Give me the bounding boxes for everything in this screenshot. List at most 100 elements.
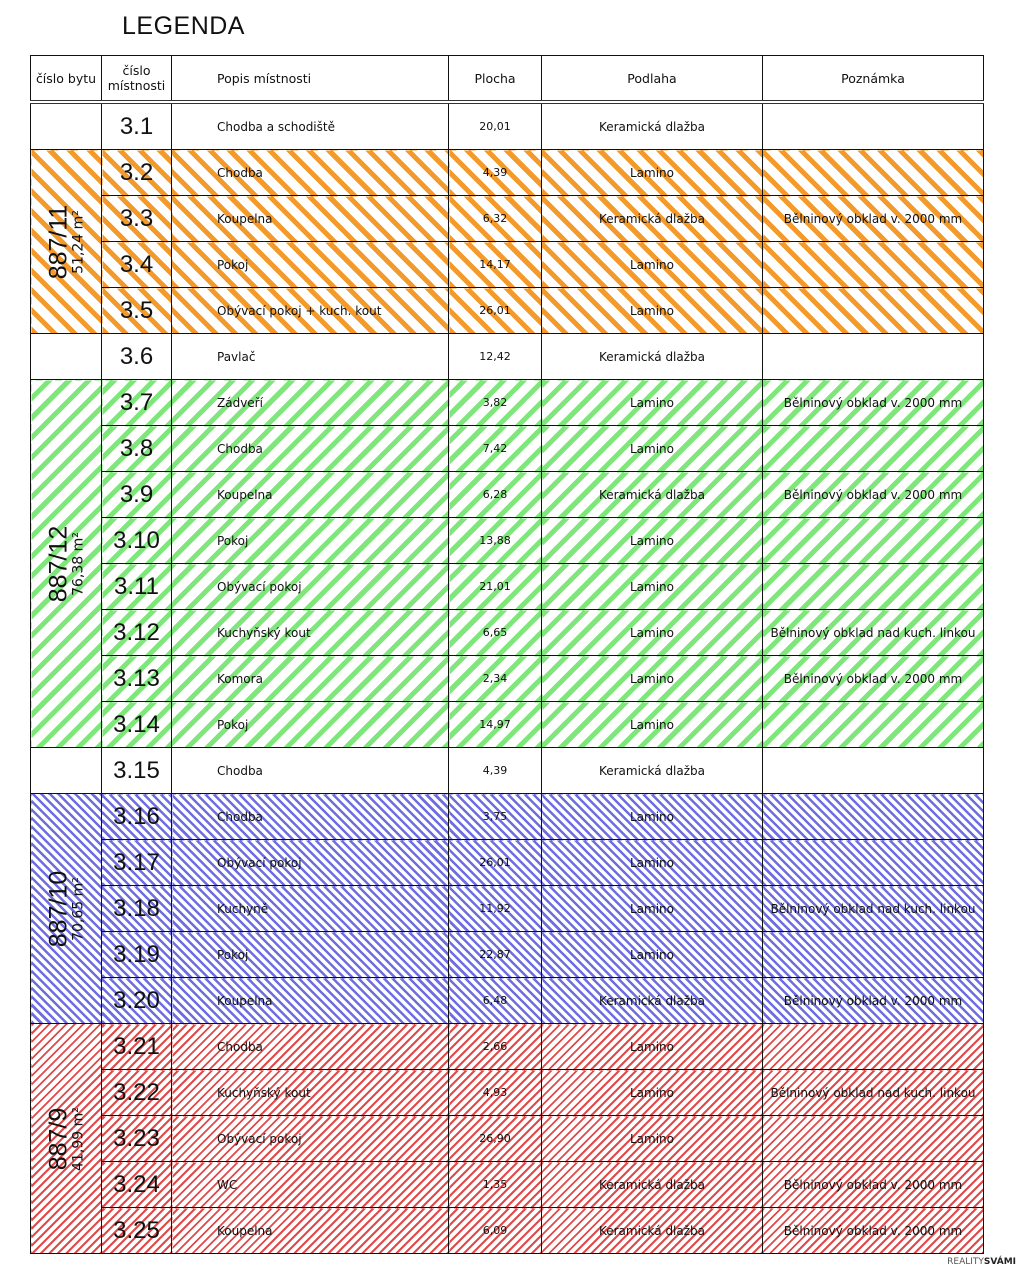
room-area: 22,87 <box>448 931 542 978</box>
room-area: 26,90 <box>448 1115 542 1162</box>
flat-cell-empty <box>30 747 102 794</box>
flat-cell-empty <box>30 101 102 150</box>
room-floor: Lamino <box>541 609 763 656</box>
room-note <box>762 333 984 380</box>
room-note <box>762 1023 984 1070</box>
header-flat-number: číslo bytu <box>30 55 102 104</box>
flat-id: 887/11 <box>44 204 73 279</box>
room-number: 3.17 <box>101 839 172 886</box>
room-floor: Keramická dlažba <box>541 1161 763 1208</box>
logo-text-bold: SVÁMI <box>983 1257 1016 1267</box>
room-area: 4,39 <box>448 747 542 794</box>
flat-area: 70,65 m² <box>70 876 87 941</box>
room-area: 4,93 <box>448 1069 542 1116</box>
room-number: 3.9 <box>101 471 172 518</box>
room-area: 6,28 <box>448 471 542 518</box>
header-note: Poznámka <box>762 55 984 104</box>
room-description: Obývací pokoj <box>171 563 449 610</box>
room-number: 3.6 <box>101 333 172 380</box>
room-description: Chodba <box>171 793 449 840</box>
table-row: 3.11 Obývací pokoj 21,01 Lamino <box>31 563 984 610</box>
room-number: 3.23 <box>101 1115 172 1162</box>
room-description: Komora <box>171 655 449 702</box>
room-description: Chodba <box>171 747 449 794</box>
room-floor: Lamino <box>541 839 763 886</box>
table-row: 3.10 Pokoj 13,88 Lamino <box>31 517 984 564</box>
room-number: 3.11 <box>101 563 172 610</box>
room-floor: Lamino <box>541 149 763 196</box>
room-description: Chodba <box>171 149 449 196</box>
room-note <box>762 793 984 840</box>
table-row: 887/10 70,65 m² 3.16 Chodba 3,75 Lamino <box>30 793 984 1024</box>
room-description: WC <box>171 1161 449 1208</box>
room-area: 20,01 <box>448 101 542 150</box>
room-description: Koupelna <box>171 977 449 1024</box>
table-row: 887/9 41,99 m² 3.21 Chodba 2,66 Lamino <box>30 1023 984 1254</box>
room-description: Pokoj <box>171 517 449 564</box>
room-number: 3.7 <box>101 379 172 426</box>
logo-text: REALITY <box>947 1257 984 1267</box>
room-description: Obývací pokoj <box>171 839 449 886</box>
room-floor: Lamino <box>541 517 763 564</box>
room-number: 3.12 <box>101 609 172 656</box>
room-description: Koupelna <box>171 1207 449 1254</box>
room-note <box>762 839 984 886</box>
room-area: 2,34 <box>448 655 542 702</box>
table-row: 3.18 Kuchyně 11,92 Lamino Bělninový obklad n… <box>31 885 984 932</box>
room-area: 21,01 <box>448 563 542 610</box>
table-row: 3.1 Chodba a schodiště 20,01 Keramická dlaž… <box>30 101 984 150</box>
room-note: Bělninový obklad v. 2000 mm <box>762 655 984 702</box>
flat-area: 41,99 m² <box>70 1106 87 1171</box>
flat-label: 887/9 41,99 m² <box>45 1106 87 1171</box>
room-note: Bělninový obklad v. 2000 mm <box>762 1161 984 1208</box>
flat-cell: 887/12 76,38 m² <box>30 379 102 748</box>
room-number: 3.8 <box>101 425 172 472</box>
table-row: 3.20 Koupelna 6,48 Keramická dlažba Bělninov… <box>31 977 984 1024</box>
table-row: 3.19 Pokoj 22,87 Lamino <box>31 931 984 978</box>
room-number: 3.21 <box>101 1023 172 1070</box>
flat-area: 76,38 m² <box>70 531 87 596</box>
room-note: Bělninový obklad nad kuch. linkou <box>762 885 984 932</box>
room-area: 13,88 <box>448 517 542 564</box>
room-note <box>762 149 984 196</box>
room-note <box>762 101 984 150</box>
room-floor: Keramická dlažba <box>541 1207 763 1254</box>
room-area: 6,65 <box>448 609 542 656</box>
room-area: 11,92 <box>448 885 542 932</box>
room-description: Chodba <box>171 1023 449 1070</box>
table-row: 3.24 WC 1,35 Keramická dlažba Bělninový obkl… <box>31 1161 984 1208</box>
header-description: Popis místnosti <box>171 55 449 104</box>
room-floor: Keramická dlažba <box>541 977 763 1024</box>
room-area: 3,75 <box>448 793 542 840</box>
room-number: 3.2 <box>101 149 172 196</box>
room-number: 3.19 <box>101 931 172 978</box>
room-description: Pokoj <box>171 701 449 748</box>
room-number: 3.1 <box>101 101 172 150</box>
room-floor: Keramická dlažba <box>541 471 763 518</box>
room-area: 1,35 <box>448 1161 542 1208</box>
table-row: 3.14 Pokoj 14,97 Lamino <box>31 701 984 748</box>
table-row: 3.15 Chodba 4,39 Keramická dlažba <box>30 747 984 794</box>
room-area: 3,82 <box>448 379 542 426</box>
table-row: 3.25 Koupelna 6,09 Keramická dlažba Bělninov… <box>31 1207 984 1254</box>
room-floor: Lamino <box>541 1023 763 1070</box>
room-floor: Lamino <box>541 1069 763 1116</box>
room-floor: Lamino <box>541 287 763 334</box>
room-number: 3.4 <box>101 241 172 288</box>
flat-label: 887/11 51,24 m² <box>44 204 87 279</box>
room-note <box>762 425 984 472</box>
room-number: 3.3 <box>101 195 172 242</box>
flat-cell: 887/11 51,24 m² <box>30 149 102 334</box>
room-area: 6,32 <box>448 195 542 242</box>
room-number: 3.22 <box>101 1069 172 1116</box>
room-number: 3.14 <box>101 701 172 748</box>
room-description: Chodba <box>171 425 449 472</box>
room-description: Pavlač <box>171 333 449 380</box>
table-row: 3.9 Koupelna 6,28 Keramická dlažba Bělninový… <box>31 471 984 518</box>
room-number: 3.13 <box>101 655 172 702</box>
flat-id: 887/12 <box>44 525 73 602</box>
room-note <box>762 747 984 794</box>
room-note <box>762 517 984 564</box>
room-description: Kuchyně <box>171 885 449 932</box>
room-area: 26,01 <box>448 839 542 886</box>
